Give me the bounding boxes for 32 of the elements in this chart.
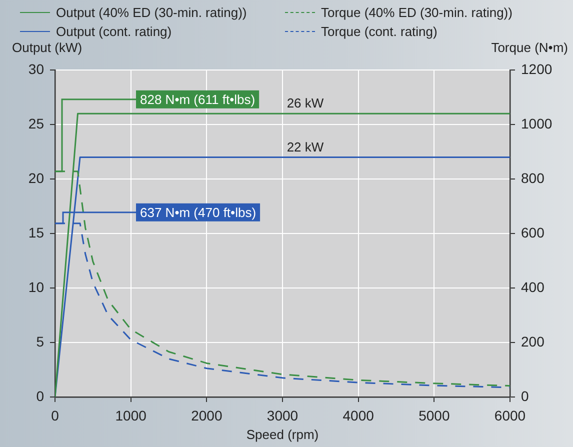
annotation: 26 kW: [286, 96, 324, 111]
legend-label: Torque (cont. rating): [321, 24, 438, 39]
x-tick-label: 0: [51, 407, 60, 424]
x-tick-label: 6000: [494, 407, 526, 424]
y2-tick-label: 400: [521, 278, 545, 295]
x-axis-title: Speed (rpm): [246, 426, 319, 442]
y-axis-title: Output (kW): [12, 40, 82, 56]
annotation: 828 N•m (611 ft•lbs): [140, 92, 256, 107]
y2-tick-label: 600: [521, 224, 545, 240]
y2-tick-label: 1000: [521, 115, 552, 132]
y2-tick-label: 800: [521, 170, 545, 186]
y-tick-label: 15: [28, 224, 44, 240]
annotation: 637 N•m (470 ft•lbs): [140, 204, 256, 220]
x-tick-label: 1000: [115, 407, 147, 424]
y2-tick-label: 1200: [521, 60, 552, 77]
annotation: 22 kW: [286, 139, 324, 154]
legend-label: Output (cont. rating): [56, 24, 172, 39]
y2-tick-label: 200: [521, 333, 545, 350]
y-tick-label: 5: [36, 333, 44, 350]
y-tick-label: 25: [28, 115, 44, 132]
y2-axis-title: Torque (N•m): [491, 40, 568, 56]
legend-label: Torque (40% ED (30-min. rating)): [321, 5, 512, 20]
x-tick-label: 5000: [418, 407, 450, 424]
y-tick-label: 30: [28, 60, 44, 77]
y-tick-label: 0: [36, 388, 44, 404]
x-tick-label: 3000: [266, 407, 298, 424]
x-tick-label: 4000: [342, 407, 374, 424]
legend-label: Output (40% ED (30-min. rating)): [56, 5, 247, 20]
y2-tick-label: 0: [521, 388, 529, 404]
x-tick-label: 2000: [191, 407, 222, 424]
y-tick-label: 20: [28, 170, 44, 186]
y-tick-label: 10: [28, 278, 44, 295]
